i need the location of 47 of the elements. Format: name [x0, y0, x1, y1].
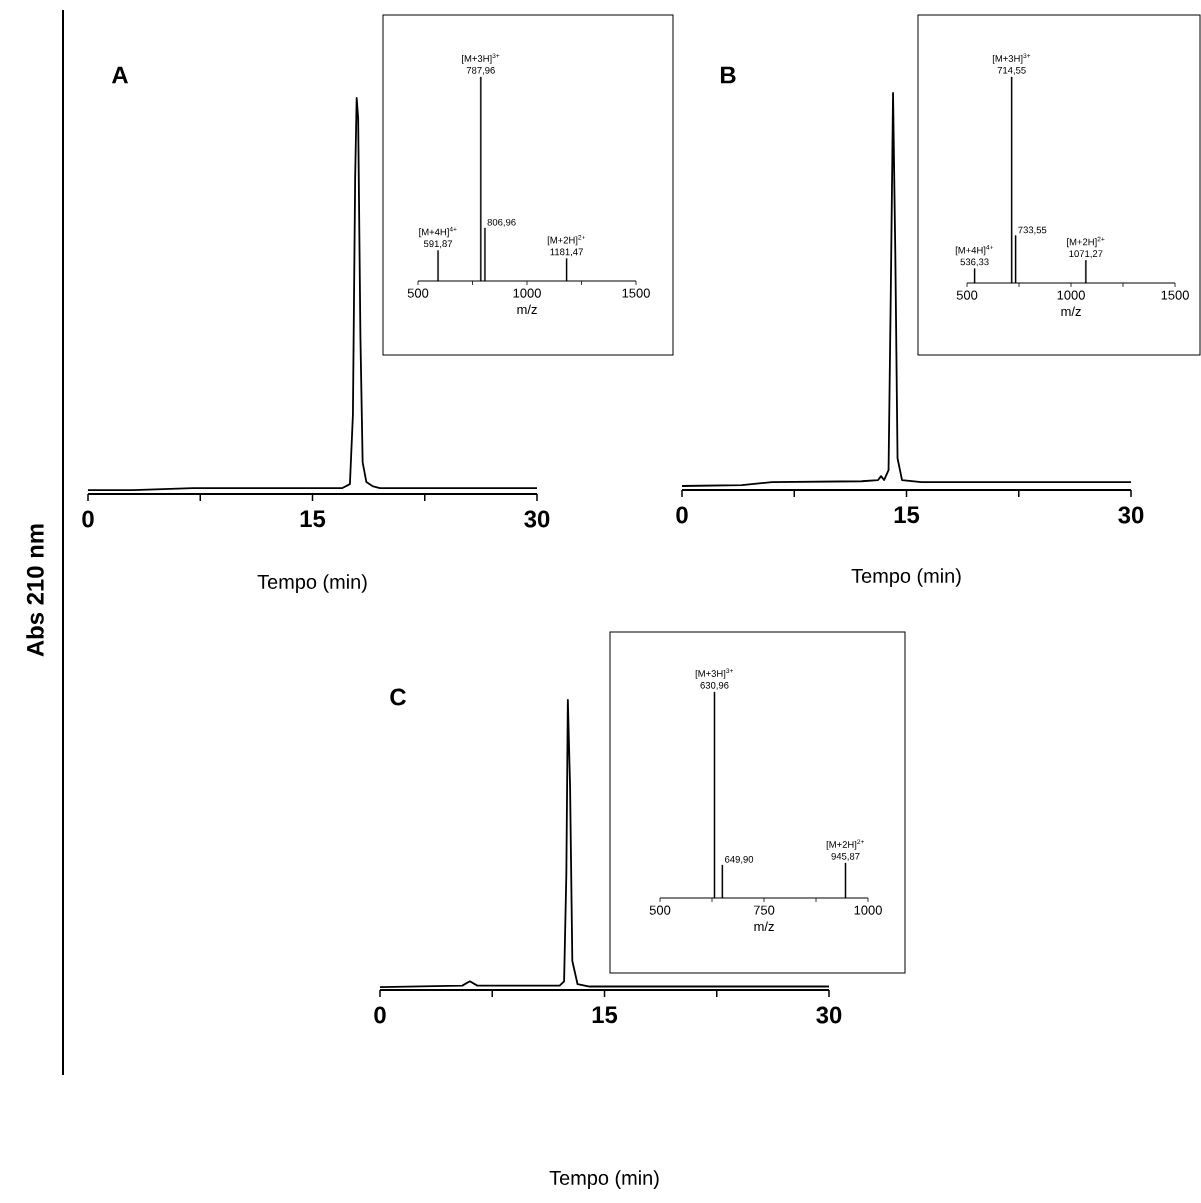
y-axis-title: Abs 210 nm: [26, 524, 44, 657]
annotation: [M+4H]$^{4+}$: [955, 245, 994, 256]
x-tick-label: 0: [374, 1006, 386, 1024]
x-tick-label: 1500: [1161, 290, 1189, 300]
x-tick-label: 500: [407, 288, 429, 298]
x-axis-title: Tempo (min): [851, 568, 961, 587]
annotation: [M+3H]$^{3+}$: [992, 53, 1031, 64]
annotation: [M+3H]$^{3+}$: [695, 668, 734, 679]
annotation: 649,90: [725, 856, 754, 864]
x-tick-label: 750: [753, 905, 775, 915]
annotation: [M+2H]$^{2+}$: [826, 839, 865, 850]
chart-title: A: [111, 66, 129, 84]
x-tick-label: 1000: [513, 288, 541, 298]
x-axis-title: m/z: [1061, 306, 1081, 317]
annotation: 630,96: [700, 681, 729, 690]
x-axis-title: m/z: [517, 304, 537, 315]
x-tick-label: 30: [816, 1006, 842, 1024]
x-axis-title: Tempo (min): [549, 1170, 659, 1189]
x-tick-label: 15: [300, 510, 326, 528]
annotation: 591,87: [423, 240, 453, 249]
x-tick-label: 500: [649, 905, 671, 915]
annotation: [M+2H]$^{2+}$: [1067, 236, 1105, 248]
annotation: [M+4H]$^{4+}$: [419, 226, 457, 238]
annotation: 733,55: [1018, 226, 1047, 235]
x-tick-label: 1000: [854, 905, 882, 915]
x-tick-label: 30: [1118, 506, 1144, 524]
annotation: [M+3H]$^{3+}$: [462, 53, 500, 64]
annotation: 787,96: [466, 66, 495, 75]
annotation: [M+2H]$^{2+}$: [547, 234, 586, 246]
chart-title: B: [720, 66, 736, 84]
x-tick-label: 15: [894, 506, 920, 524]
x-tick-label: 500: [956, 290, 978, 300]
annotation: 536,33: [960, 258, 989, 267]
annotation: 806,96: [487, 218, 516, 227]
x-axis-title: Tempo (min): [257, 574, 367, 593]
annotation: 1181,47: [550, 248, 583, 257]
x-axis-title: m/z: [754, 921, 774, 932]
annotation: 945,87: [831, 852, 860, 861]
x-tick-label: 0: [82, 510, 94, 528]
chart-title: C: [390, 688, 406, 706]
x-tick-label: 30: [524, 510, 550, 528]
x-tick-label: 15: [592, 1006, 618, 1024]
annotation: 1071,27: [1069, 250, 1103, 259]
x-tick-label: 1500: [622, 288, 650, 298]
annotation: 714,55: [997, 67, 1026, 75]
x-tick-label: 0: [676, 506, 688, 524]
x-tick-label: 1000: [1057, 290, 1085, 300]
